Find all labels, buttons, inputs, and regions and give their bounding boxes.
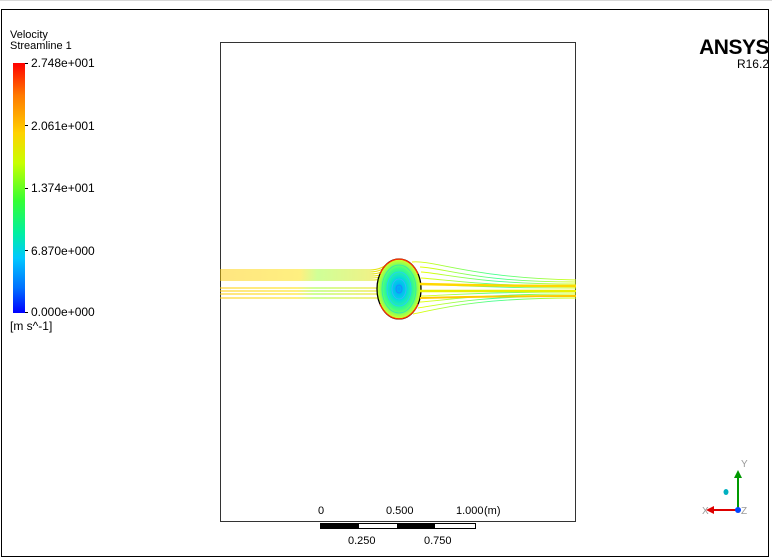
y-axis-arrow xyxy=(734,470,742,478)
colorbar-tick xyxy=(25,63,28,64)
colorbar-tick xyxy=(25,125,28,126)
scale-label-0: 0 xyxy=(318,505,325,517)
wake-bands xyxy=(419,282,576,299)
legend-units: [m s^-1] xyxy=(10,319,53,333)
axis-triad: Y X Z xyxy=(702,459,748,517)
colorbar-tick xyxy=(25,312,28,313)
scale-segment-black xyxy=(397,524,435,528)
streamline-plot xyxy=(220,258,576,320)
version-label: R16.2 xyxy=(736,57,769,71)
recirculation-streamlines xyxy=(381,264,417,314)
x-axis-label: X xyxy=(702,506,709,517)
scale-label-0-250: 0.250 xyxy=(348,535,376,547)
scale-segment-white xyxy=(435,524,475,528)
scale-bar xyxy=(320,523,476,529)
z-axis-dot xyxy=(735,507,741,513)
upstream-streamlines xyxy=(220,258,399,301)
scale-label-0-500: 0.500 xyxy=(386,505,414,517)
legend-tick-3: 1.374e+001 xyxy=(31,181,95,195)
cylinder-bottom-edge xyxy=(379,303,419,320)
velocity-colorbar xyxy=(13,63,25,313)
triad-marker xyxy=(723,489,729,495)
scale-label-0-750: 0.750 xyxy=(424,535,452,547)
ansys-logo: ANSYS xyxy=(699,36,769,59)
legend-subtitle: Streamline 1 xyxy=(10,40,72,52)
cylinder-flow-core xyxy=(377,259,421,319)
legend-tick-min: 0.000e+000 xyxy=(31,305,95,319)
colorbar-tick xyxy=(25,250,28,251)
cylinder-top-edge xyxy=(379,258,419,275)
viewport-frame xyxy=(1,9,769,557)
legend-tick-max: 2.748e+001 xyxy=(31,56,95,70)
scale-unit: (m) xyxy=(484,505,501,517)
legend-tick-4: 6.870e+000 xyxy=(31,244,95,258)
legend-tick-2: 2.061e+001 xyxy=(31,119,95,133)
scale-segment-black xyxy=(321,524,359,528)
legend-title: Velocity xyxy=(10,29,48,41)
y-axis-label: Y xyxy=(741,459,748,470)
top-border xyxy=(0,0,772,1)
wake-streamlines xyxy=(411,261,576,315)
scale-label-1-000: 1.000 xyxy=(456,505,484,517)
colorbar-tick xyxy=(25,188,28,189)
x-axis-arrow xyxy=(706,506,714,514)
z-axis-label: Z xyxy=(741,506,747,517)
scale-segment-white xyxy=(359,524,397,528)
